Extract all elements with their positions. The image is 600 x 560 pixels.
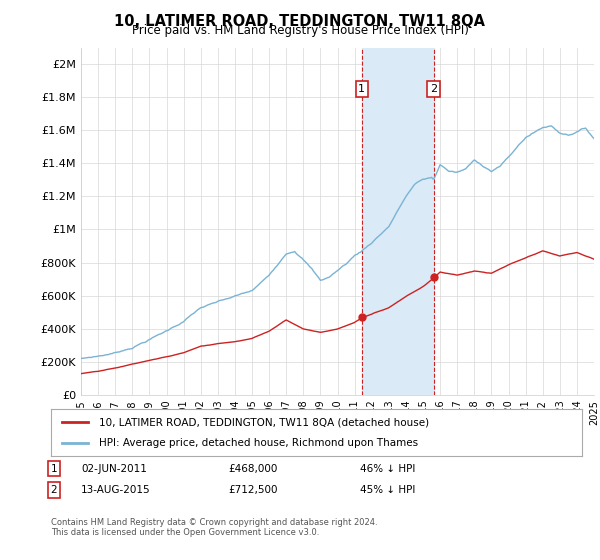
Text: HPI: Average price, detached house, Richmond upon Thames: HPI: Average price, detached house, Rich… bbox=[99, 438, 418, 448]
Text: £468,000: £468,000 bbox=[228, 464, 277, 474]
Text: 10, LATIMER ROAD, TEDDINGTON, TW11 8QA: 10, LATIMER ROAD, TEDDINGTON, TW11 8QA bbox=[115, 14, 485, 29]
Text: Contains HM Land Registry data © Crown copyright and database right 2024.
This d: Contains HM Land Registry data © Crown c… bbox=[51, 518, 377, 538]
Text: 1: 1 bbox=[358, 84, 365, 94]
Text: 46% ↓ HPI: 46% ↓ HPI bbox=[360, 464, 415, 474]
Text: 13-AUG-2015: 13-AUG-2015 bbox=[81, 485, 151, 495]
Text: 10, LATIMER ROAD, TEDDINGTON, TW11 8QA (detached house): 10, LATIMER ROAD, TEDDINGTON, TW11 8QA (… bbox=[99, 417, 429, 427]
Text: 02-JUN-2011: 02-JUN-2011 bbox=[81, 464, 147, 474]
Bar bbox=[362, 48, 434, 395]
Text: 1: 1 bbox=[50, 464, 58, 474]
Text: £712,500: £712,500 bbox=[228, 485, 277, 495]
Text: 2: 2 bbox=[430, 84, 437, 94]
Text: 45% ↓ HPI: 45% ↓ HPI bbox=[360, 485, 415, 495]
Text: 2: 2 bbox=[50, 485, 58, 495]
Text: Price paid vs. HM Land Registry's House Price Index (HPI): Price paid vs. HM Land Registry's House … bbox=[131, 24, 469, 36]
